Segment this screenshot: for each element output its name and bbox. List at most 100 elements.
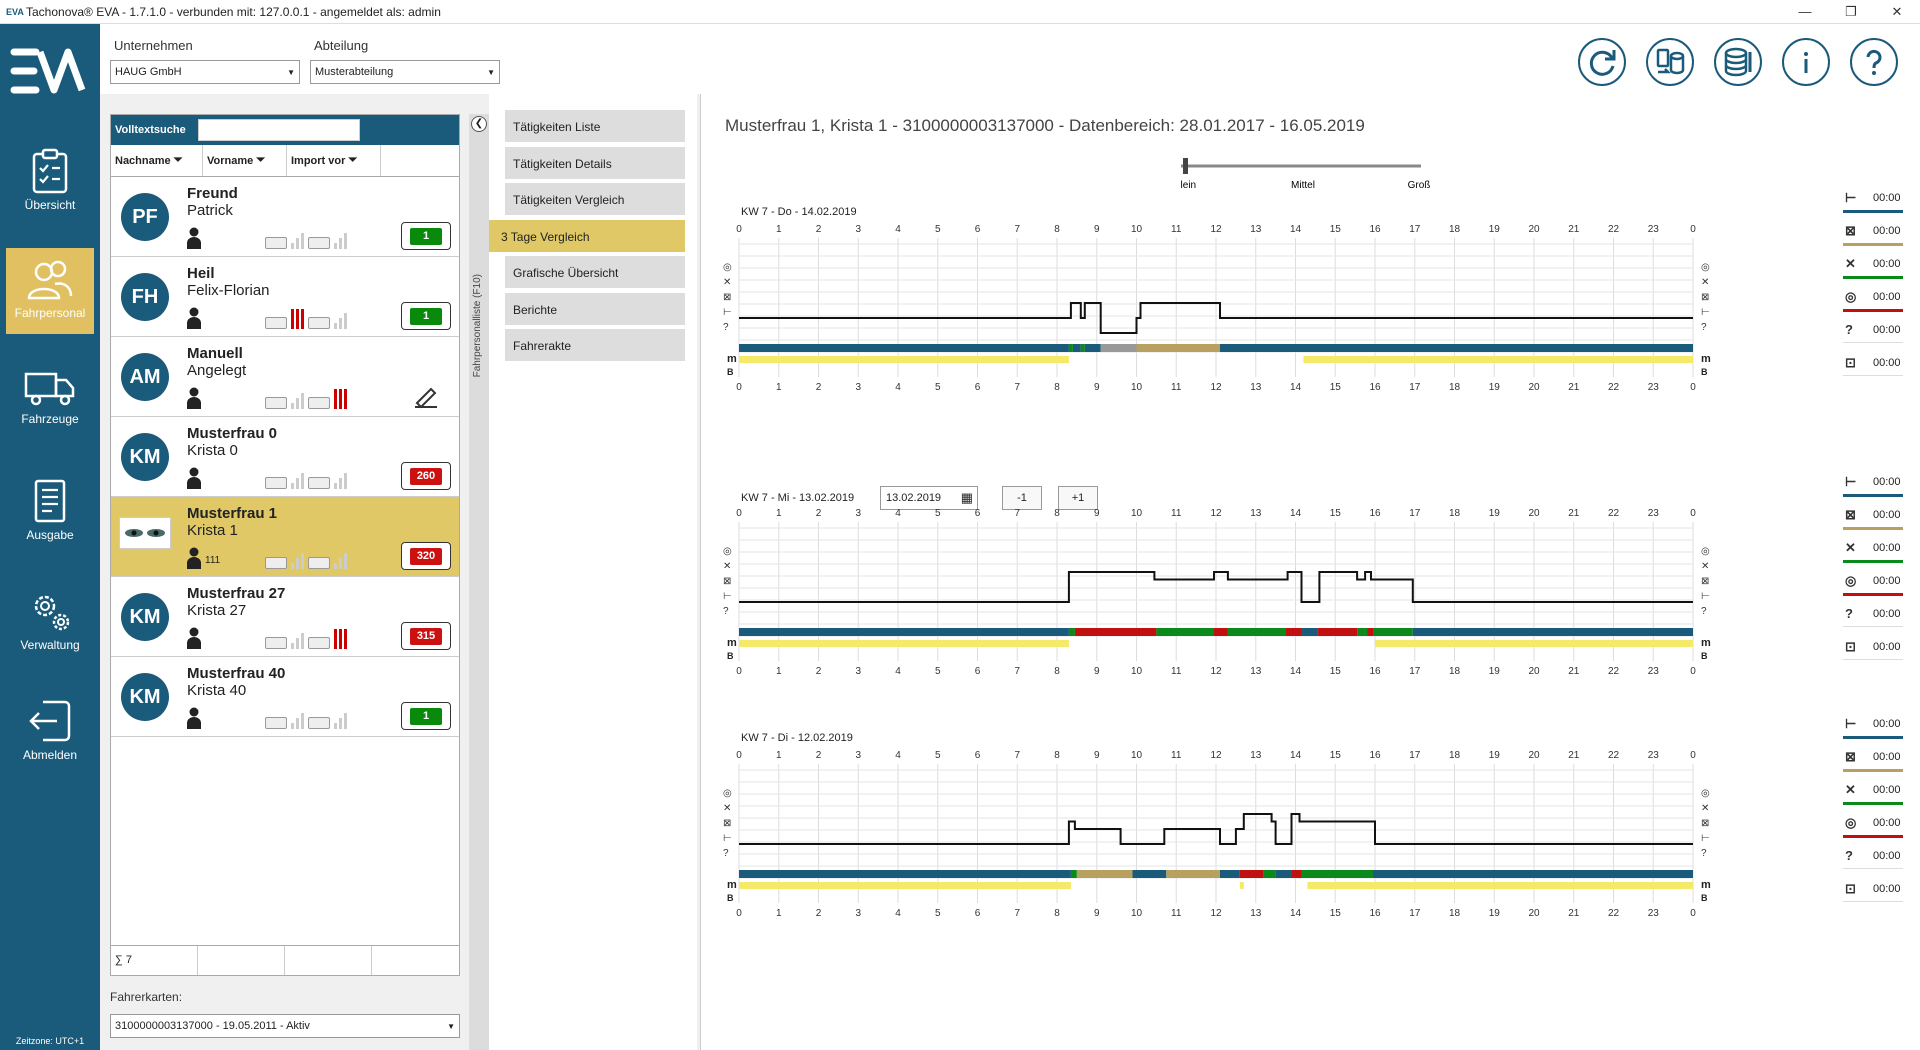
import-badge[interactable]: 1: [401, 702, 451, 730]
help-button[interactable]: [1850, 38, 1898, 86]
person-icon: [187, 307, 201, 329]
legend-underline: [1843, 769, 1903, 772]
driver-row[interactable]: PF Freund Patrick 1: [111, 177, 459, 257]
import-badge[interactable]: 1: [401, 222, 451, 250]
activity-bar-segment: [1239, 870, 1264, 878]
person-icon: [187, 547, 201, 569]
menu-item[interactable]: Fahrerakte: [505, 329, 685, 361]
next-day-button[interactable]: +1: [1058, 486, 1098, 510]
legend-time: 00:00: [1873, 850, 1901, 862]
hour-tick-bottom: 11: [1171, 908, 1182, 919]
legend-item: ◎ 00:00: [1841, 811, 1907, 844]
transfer-button[interactable]: [1646, 38, 1694, 86]
detail-title: Musterfrau 1, Krista 1 - 310000000313700…: [725, 116, 1365, 135]
maximize-button[interactable]: ❐: [1845, 3, 1857, 19]
zoom-slider[interactable]: Klein Mittel Groß: [1181, 154, 1441, 194]
filter-icon[interactable]: ⏷: [173, 154, 183, 166]
activity-bar-segment: [1076, 870, 1133, 878]
menu-item[interactable]: Tätigkeiten Liste: [505, 110, 685, 142]
nav-uebersicht[interactable]: Übersicht: [6, 138, 94, 222]
activity-chart-1: 0011223344556677889910101111121213131414…: [723, 224, 1711, 393]
legend-item: ⊡ 00:00: [1841, 877, 1907, 910]
minimize-button[interactable]: —: [1798, 4, 1812, 19]
col-firstname[interactable]: Vorname ⏷: [203, 145, 287, 176]
driver-row[interactable]: FH Heil Felix-Florian 1: [111, 257, 459, 337]
hour-tick-top: 5: [935, 750, 941, 761]
menu-item[interactable]: Tätigkeiten Vergleich: [505, 183, 685, 215]
import-badge[interactable]: 315: [401, 622, 451, 650]
filter-icon[interactable]: ⏷: [348, 154, 358, 166]
driver-firstname: Krista 27: [187, 602, 247, 619]
nav-fahrpersonal[interactable]: Fahrpersonal: [6, 248, 94, 334]
sync-button[interactable]: [1578, 38, 1626, 86]
signal-bars-icon: [334, 549, 347, 569]
import-badge[interactable]: 1: [401, 302, 451, 330]
legend-underline: [1843, 626, 1903, 629]
edit-icon[interactable]: [411, 381, 441, 416]
info-button[interactable]: [1782, 38, 1830, 86]
nav-abmelden[interactable]: Abmelden: [6, 688, 94, 772]
menu-item[interactable]: Grafische Übersicht: [505, 256, 685, 288]
import-badge[interactable]: 260: [401, 462, 451, 490]
hour-tick-top: 19: [1489, 750, 1501, 761]
activity-glyph-left: ⊢: [723, 833, 732, 844]
driver-row[interactable]: KM Musterfrau 40 Krista 40 1: [111, 657, 459, 737]
database-button[interactable]: [1714, 38, 1762, 86]
department-select[interactable]: Musterabteilung ▼: [310, 60, 500, 84]
activity-glyph-right: ◎: [1701, 788, 1710, 799]
driver-card-select[interactable]: 3100000003137000 - 19.05.2011 - Aktiv ▼: [110, 1014, 460, 1038]
close-button[interactable]: ✕: [1891, 3, 1903, 19]
date-picker[interactable]: 13.02.2019 ▦: [880, 486, 978, 510]
nav-ausgabe[interactable]: Ausgabe: [6, 468, 94, 552]
yellow-segment: [739, 356, 1069, 363]
sum-cell: [285, 946, 372, 975]
company-value: HAUG GmbH: [115, 66, 182, 78]
hour-tick-top: 2: [816, 224, 822, 235]
import-badge[interactable]: 320: [401, 542, 451, 570]
timezone-label: Zeitzone: UTC+1: [15, 1036, 85, 1046]
help-icon: [1866, 49, 1882, 75]
nav-fahrzeuge[interactable]: Fahrzeuge: [6, 358, 94, 442]
legend-underline: [1843, 659, 1903, 662]
legend-underline: [1843, 494, 1903, 497]
nav-label: Verwaltung: [20, 638, 80, 652]
hour-tick-bottom: 18: [1449, 666, 1461, 677]
chevron-down-icon: ▼: [487, 67, 495, 77]
driver-row[interactable]: Musterfrau 1 Krista 1 111 320: [111, 497, 459, 577]
hour-tick-bottom: 8: [1054, 908, 1060, 919]
menu-item[interactable]: 3 Tage Vergleich: [489, 219, 685, 252]
work-icon: ✕: [1845, 256, 1856, 271]
avatar: KM: [121, 593, 169, 641]
hour-tick-top: 15: [1330, 508, 1342, 519]
card-icon: [265, 477, 287, 489]
filter-icon[interactable]: ⏷: [256, 154, 266, 166]
hour-tick-bottom: 16: [1369, 666, 1381, 677]
zoom-thumb[interactable]: [1183, 158, 1188, 174]
collapse-left-icon[interactable]: ❮: [471, 116, 487, 132]
driver-row[interactable]: KM Musterfrau 0 Krista 0 260: [111, 417, 459, 497]
hour-tick-bottom: 10: [1131, 666, 1143, 677]
driver-lastname: Freund: [187, 185, 238, 202]
calendar-icon[interactable]: ▦: [960, 490, 973, 505]
legend-time: 00:00: [1873, 542, 1901, 554]
signal-bars-icon: [334, 469, 347, 489]
menu-item[interactable]: Tätigkeiten Details: [505, 146, 685, 179]
hour-tick-top: 12: [1210, 224, 1222, 235]
company-select[interactable]: HAUG GmbH ▼: [110, 60, 300, 84]
hour-tick-bottom: 15: [1330, 908, 1342, 919]
hour-tick-top: 3: [855, 508, 861, 519]
col-import[interactable]: Import vor ⏷: [287, 145, 381, 176]
menu-item[interactable]: Berichte: [505, 292, 685, 325]
col-lastname[interactable]: Nachname ⏷: [111, 145, 203, 176]
import-count: 320: [410, 547, 442, 565]
driver-row[interactable]: KM Musterfrau 27 Krista 27 315: [111, 577, 459, 657]
legend-item: ✕ 00:00: [1841, 252, 1907, 285]
prev-day-button[interactable]: -1: [1002, 486, 1042, 510]
legend-item: ◎ 00:00: [1841, 285, 1907, 318]
hour-tick-bottom: 11: [1171, 382, 1182, 393]
nav-verwaltung[interactable]: Verwaltung: [6, 578, 94, 662]
hour-tick-top: 0: [736, 224, 742, 235]
driver-row[interactable]: AM Manuell Angelegt: [111, 337, 459, 417]
search-input[interactable]: [197, 119, 360, 141]
list-collapse-strip[interactable]: ❮ Fahrpersonalliste (F10): [469, 114, 489, 1050]
